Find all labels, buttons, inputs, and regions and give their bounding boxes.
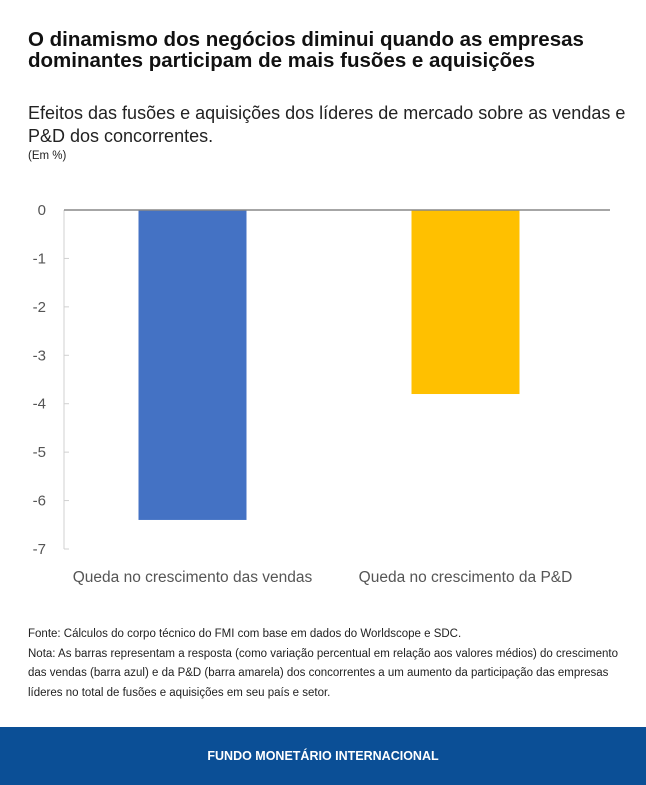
source-note: Fonte: Cálculos do corpo técnico do FMI …	[28, 628, 462, 640]
y-tick-label: -6	[33, 493, 46, 510]
footer-brand: FUNDO MONETÁRIO INTERNACIONAL	[0, 727, 646, 785]
y-tick-label: -2	[33, 299, 46, 316]
bar-chart: 0 -1 -2 -3 -4 -5 -6 -7 Queda no crescimento das …	[33, 202, 610, 586]
notes: Fonte: Cálculos do corpo técnico do FMI …	[28, 625, 628, 703]
bar-2	[411, 210, 520, 395]
y-tick-label: -5	[33, 444, 46, 461]
chart-title: O dinamismo dos negócios diminui quando …	[28, 28, 584, 72]
unit-label: (Em %)	[28, 150, 67, 162]
x-category-label: Queda no crescimento da P&D	[359, 569, 573, 586]
y-tick-label: -4	[33, 396, 46, 413]
y-tick-label: -1	[33, 250, 46, 267]
x-category-label: Queda no crescimento das vendas	[73, 569, 313, 586]
explanatory-note: Nota: As barras representam a resposta (…	[28, 647, 618, 699]
y-tick-label: -7	[33, 541, 46, 558]
bar-1	[138, 210, 247, 520]
y-tick-label: 0	[38, 202, 46, 219]
y-tick-label: -3	[33, 347, 46, 364]
chart-subtitle: Efeitos das fusões e aquisições dos líde…	[28, 103, 626, 146]
